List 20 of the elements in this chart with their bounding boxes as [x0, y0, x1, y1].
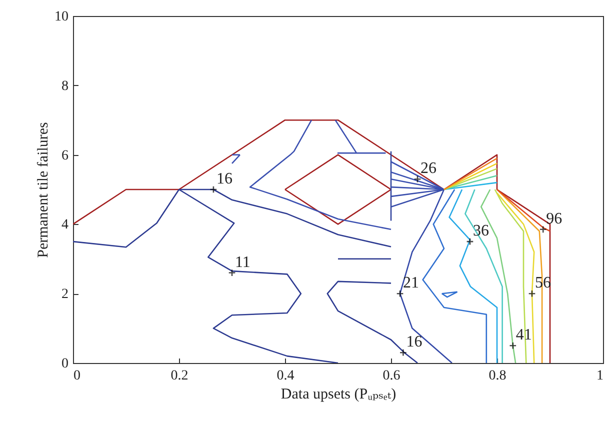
y-axis-title: Permanent tile failures	[36, 122, 52, 258]
annotation: 96	[546, 210, 562, 228]
x-axis-title: Data upsets (Pᵤₚₛₑₜ)	[280, 386, 396, 402]
annotation: 16	[216, 170, 232, 188]
x-tick-label: 0.2	[170, 368, 188, 384]
annotation: 26	[420, 160, 436, 178]
annotation: 21	[403, 274, 420, 292]
y-tick-label: 4	[62, 218, 68, 233]
annotation: 11	[235, 254, 250, 271]
y-tick-label: 10	[54, 10, 68, 24]
y-tick-label: 6	[62, 148, 68, 164]
x-tick-label: 0	[74, 368, 80, 384]
x-tick-label: 0.8	[488, 368, 506, 384]
x-tick-label: 1	[596, 368, 604, 384]
y-tick-label: 0	[62, 356, 68, 372]
x-tick-label: 0.6	[382, 368, 400, 384]
y-tick-label: 8	[62, 78, 68, 94]
x-tick-label: 0.4	[276, 368, 294, 384]
y-tick-label: 2	[62, 287, 68, 302]
annotation: 16	[406, 334, 422, 351]
